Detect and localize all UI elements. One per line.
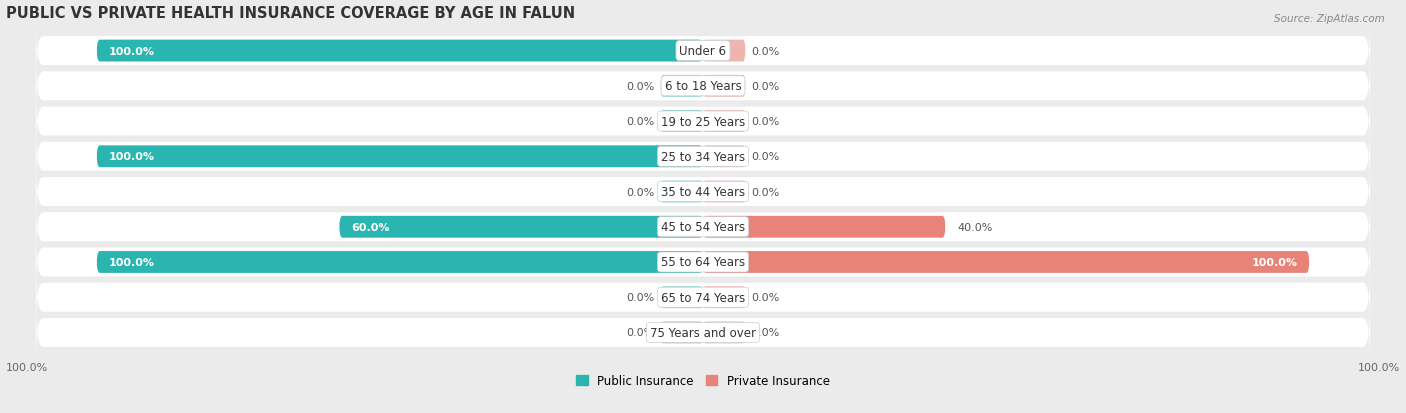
FancyBboxPatch shape	[37, 164, 1369, 220]
Text: 0.0%: 0.0%	[752, 152, 780, 162]
Text: 75 Years and over: 75 Years and over	[650, 326, 756, 339]
Text: 0.0%: 0.0%	[752, 117, 780, 127]
FancyBboxPatch shape	[703, 216, 946, 238]
FancyBboxPatch shape	[703, 40, 745, 62]
Text: 0.0%: 0.0%	[752, 292, 780, 302]
FancyBboxPatch shape	[37, 129, 1369, 185]
FancyBboxPatch shape	[661, 322, 703, 344]
FancyBboxPatch shape	[703, 76, 745, 97]
Text: 45 to 54 Years: 45 to 54 Years	[661, 221, 745, 234]
Text: 0.0%: 0.0%	[752, 187, 780, 197]
Text: 25 to 34 Years: 25 to 34 Years	[661, 150, 745, 164]
Text: 100.0%: 100.0%	[6, 362, 48, 372]
Text: 40.0%: 40.0%	[957, 222, 993, 232]
Text: 0.0%: 0.0%	[752, 82, 780, 92]
Text: Under 6: Under 6	[679, 45, 727, 58]
FancyBboxPatch shape	[37, 94, 1369, 150]
FancyBboxPatch shape	[37, 59, 1369, 114]
FancyBboxPatch shape	[339, 216, 703, 238]
FancyBboxPatch shape	[661, 287, 703, 309]
Text: 55 to 64 Years: 55 to 64 Years	[661, 256, 745, 269]
FancyBboxPatch shape	[703, 252, 1309, 273]
FancyBboxPatch shape	[37, 270, 1369, 325]
FancyBboxPatch shape	[37, 305, 1369, 361]
Text: Source: ZipAtlas.com: Source: ZipAtlas.com	[1274, 14, 1385, 24]
FancyBboxPatch shape	[703, 111, 745, 133]
Text: 0.0%: 0.0%	[626, 292, 654, 302]
Text: PUBLIC VS PRIVATE HEALTH INSURANCE COVERAGE BY AGE IN FALUN: PUBLIC VS PRIVATE HEALTH INSURANCE COVER…	[6, 5, 575, 21]
FancyBboxPatch shape	[37, 235, 1369, 290]
Text: 0.0%: 0.0%	[752, 328, 780, 337]
FancyBboxPatch shape	[703, 287, 745, 309]
FancyBboxPatch shape	[661, 76, 703, 97]
Text: 6 to 18 Years: 6 to 18 Years	[665, 80, 741, 93]
Text: 60.0%: 60.0%	[352, 222, 389, 232]
FancyBboxPatch shape	[661, 111, 703, 133]
FancyBboxPatch shape	[97, 252, 703, 273]
Text: 100.0%: 100.0%	[1251, 257, 1298, 267]
Text: 0.0%: 0.0%	[626, 82, 654, 92]
Text: 0.0%: 0.0%	[626, 328, 654, 337]
Text: 0.0%: 0.0%	[752, 46, 780, 57]
Legend: Public Insurance, Private Insurance: Public Insurance, Private Insurance	[571, 370, 835, 392]
Text: 100.0%: 100.0%	[108, 257, 155, 267]
Text: 65 to 74 Years: 65 to 74 Years	[661, 291, 745, 304]
FancyBboxPatch shape	[703, 146, 745, 168]
FancyBboxPatch shape	[97, 146, 703, 168]
FancyBboxPatch shape	[37, 24, 1369, 79]
FancyBboxPatch shape	[661, 181, 703, 203]
FancyBboxPatch shape	[703, 181, 745, 203]
Text: 19 to 25 Years: 19 to 25 Years	[661, 115, 745, 128]
Text: 35 to 44 Years: 35 to 44 Years	[661, 185, 745, 199]
Text: 100.0%: 100.0%	[108, 46, 155, 57]
Text: 0.0%: 0.0%	[626, 117, 654, 127]
FancyBboxPatch shape	[37, 199, 1369, 255]
Text: 0.0%: 0.0%	[626, 187, 654, 197]
FancyBboxPatch shape	[97, 40, 703, 62]
Text: 100.0%: 100.0%	[108, 152, 155, 162]
FancyBboxPatch shape	[703, 322, 745, 344]
Text: 100.0%: 100.0%	[1358, 362, 1400, 372]
